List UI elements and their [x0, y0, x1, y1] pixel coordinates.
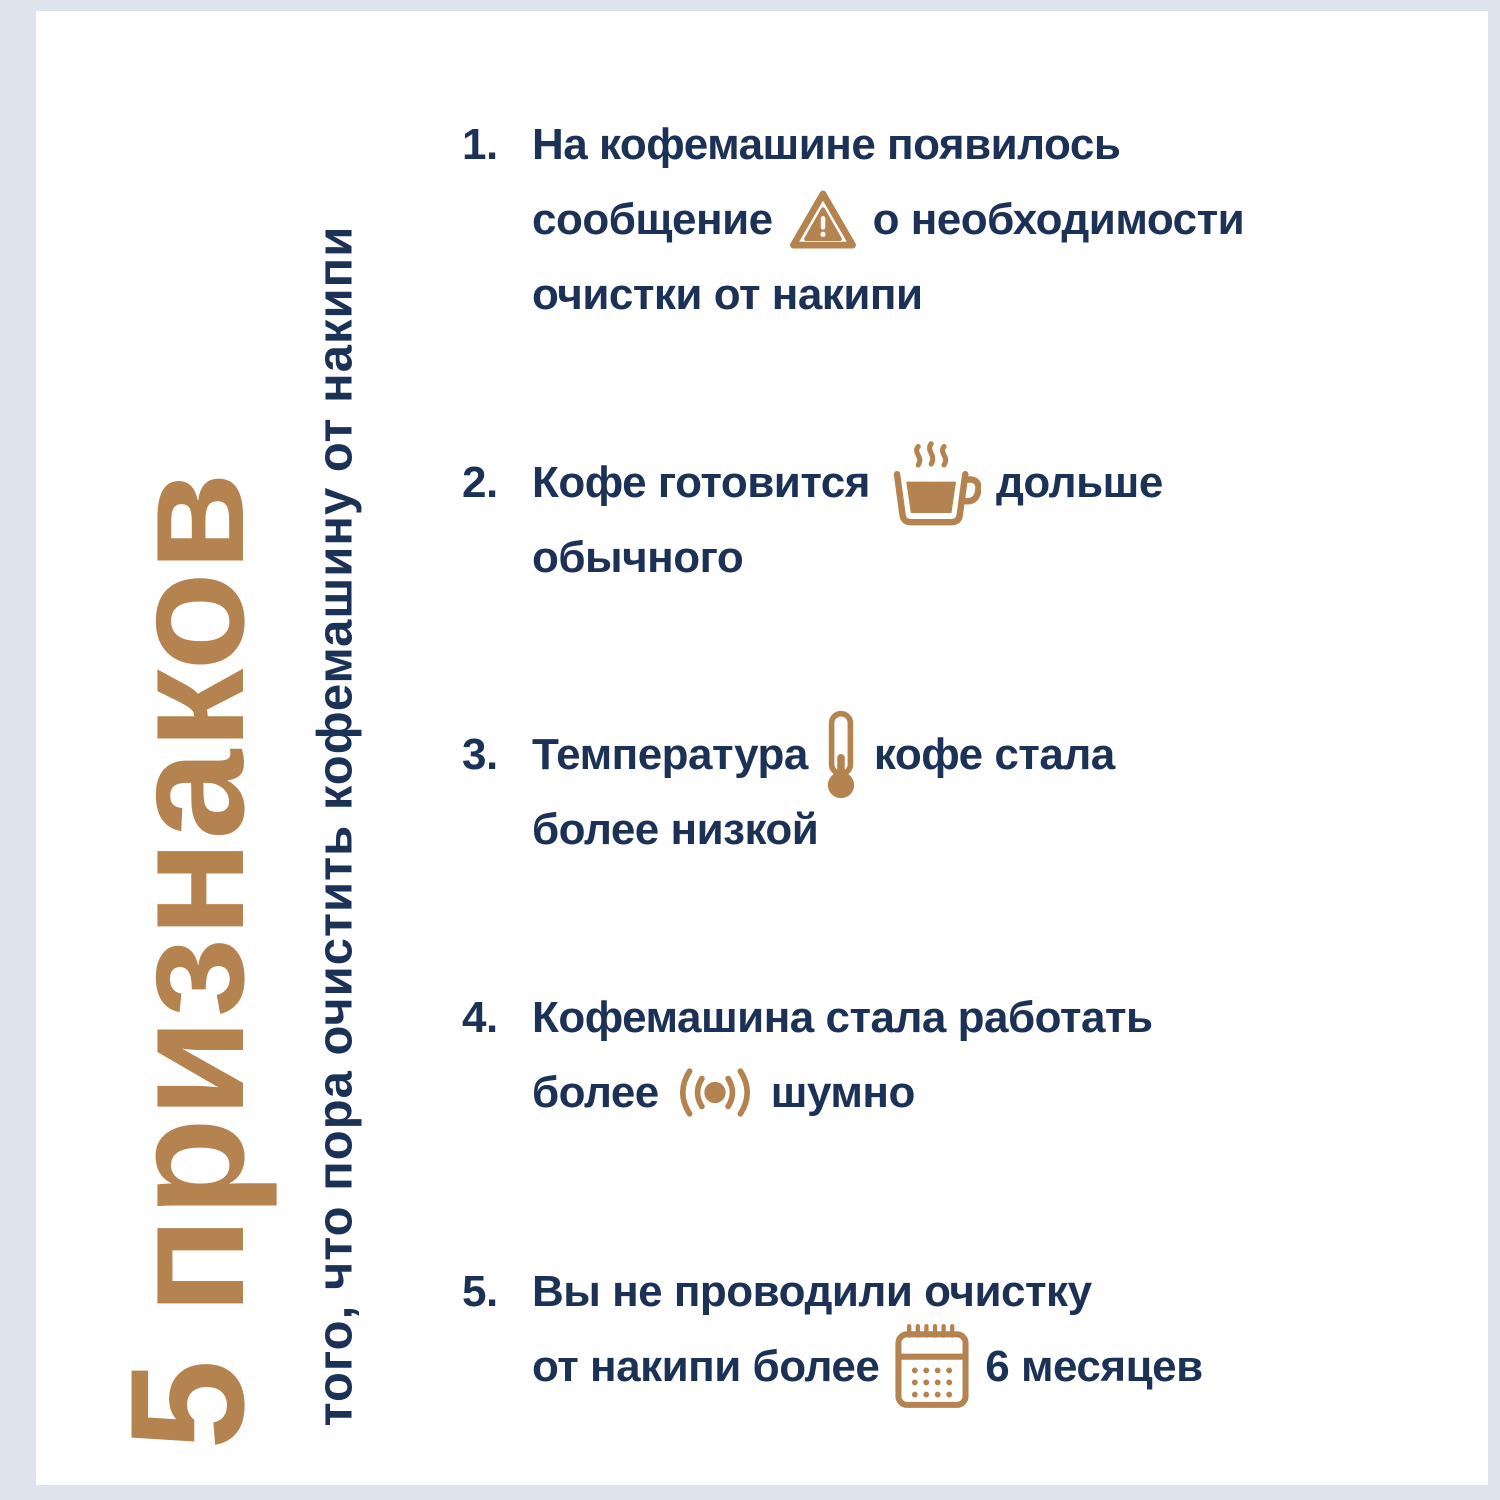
warning-icon: [788, 187, 858, 252]
coffee-cup-icon: [893, 441, 981, 526]
item-text-block: Кофе готовится дольше обычного: [532, 441, 1163, 595]
item-text: Кофе готовится: [532, 458, 870, 507]
item-number: 2.: [462, 458, 498, 507]
item-text: На кофемашине появилось: [532, 120, 1121, 169]
item-text: дольше: [995, 458, 1163, 507]
item-text: Кофемашина стала работать: [532, 993, 1153, 1042]
thermometer-icon: [827, 710, 855, 798]
coffee-cup-icon: [885, 439, 981, 526]
list-item: 3. Температура кофе стала более низкой: [462, 710, 1115, 867]
item-number: 5.: [462, 1267, 498, 1316]
item-text: Температура: [532, 730, 808, 779]
item-text-block: Вы не проводили очистку от накипи более 6…: [532, 1254, 1203, 1408]
item-line: обычного: [532, 520, 1163, 595]
item-text: о необходимости: [872, 195, 1245, 244]
calendar-icon: [894, 1323, 970, 1410]
noise-icon: [679, 1068, 750, 1117]
list-item: 2. Кофе готовится дольше обычного: [462, 441, 1163, 595]
item-line: очистки от накипи: [532, 257, 1244, 332]
item-text-block: Температура кофе стала более низкой: [532, 710, 1115, 867]
item-text: Вы не проводили очистку: [532, 1267, 1092, 1316]
item-number: 3.: [462, 730, 498, 779]
item-line: Температура кофе стала: [532, 710, 1115, 798]
calendar-icon: [895, 1323, 969, 1408]
item-line: Кофе готовится дольше: [532, 441, 1163, 526]
noise-icon: [674, 1063, 756, 1122]
signs-list: 1. На кофемашине появилось сообщение о нео…: [462, 11, 1488, 1485]
item-text: 6 месяцев: [985, 1342, 1203, 1391]
item-text: более: [532, 1068, 659, 1117]
item-line: более низкой: [532, 792, 1115, 867]
item-line: Вы не проводили очистку: [532, 1254, 1203, 1329]
item-text: от накипи более: [532, 1342, 880, 1391]
item-line: более шумно: [532, 1055, 1153, 1130]
thermometer-icon: [823, 709, 859, 801]
item-line: сообщение о необходимости: [532, 182, 1245, 257]
item-text-block: Кофемашина стала работать более шумно: [532, 980, 1153, 1130]
card: 5 признаков того, что пора очистить кофе…: [36, 11, 1488, 1485]
list-item: 5. Вы не проводили очистку от накипи более…: [462, 1254, 1203, 1408]
item-text: более низкой: [532, 805, 819, 854]
item-text: кофе стала: [873, 730, 1115, 779]
big-title: 5 признаков: [97, 472, 278, 1450]
item-text: шумно: [770, 1068, 916, 1117]
item-line: от накипи более 6 месяцев: [532, 1323, 1203, 1408]
item-line: На кофемашине появилось: [532, 107, 1244, 182]
item-line: Кофемашина стала работать: [532, 980, 1153, 1055]
item-number: 1.: [462, 120, 498, 169]
list-item: 4. Кофемашина стала работать более шумно: [462, 980, 1153, 1130]
item-text: очистки от накипи: [532, 270, 923, 319]
item-text: сообщение: [532, 195, 773, 244]
list-item: 1. На кофемашине появилось сообщение о нео…: [462, 107, 1245, 332]
item-text-block: На кофемашине появилось сообщение о необх…: [532, 107, 1245, 332]
item-text: обычного: [532, 533, 744, 582]
subtitle: того, что пора очистить кофемашину от на…: [308, 225, 363, 1427]
warning-icon: [789, 190, 856, 249]
item-number: 4.: [462, 993, 498, 1042]
